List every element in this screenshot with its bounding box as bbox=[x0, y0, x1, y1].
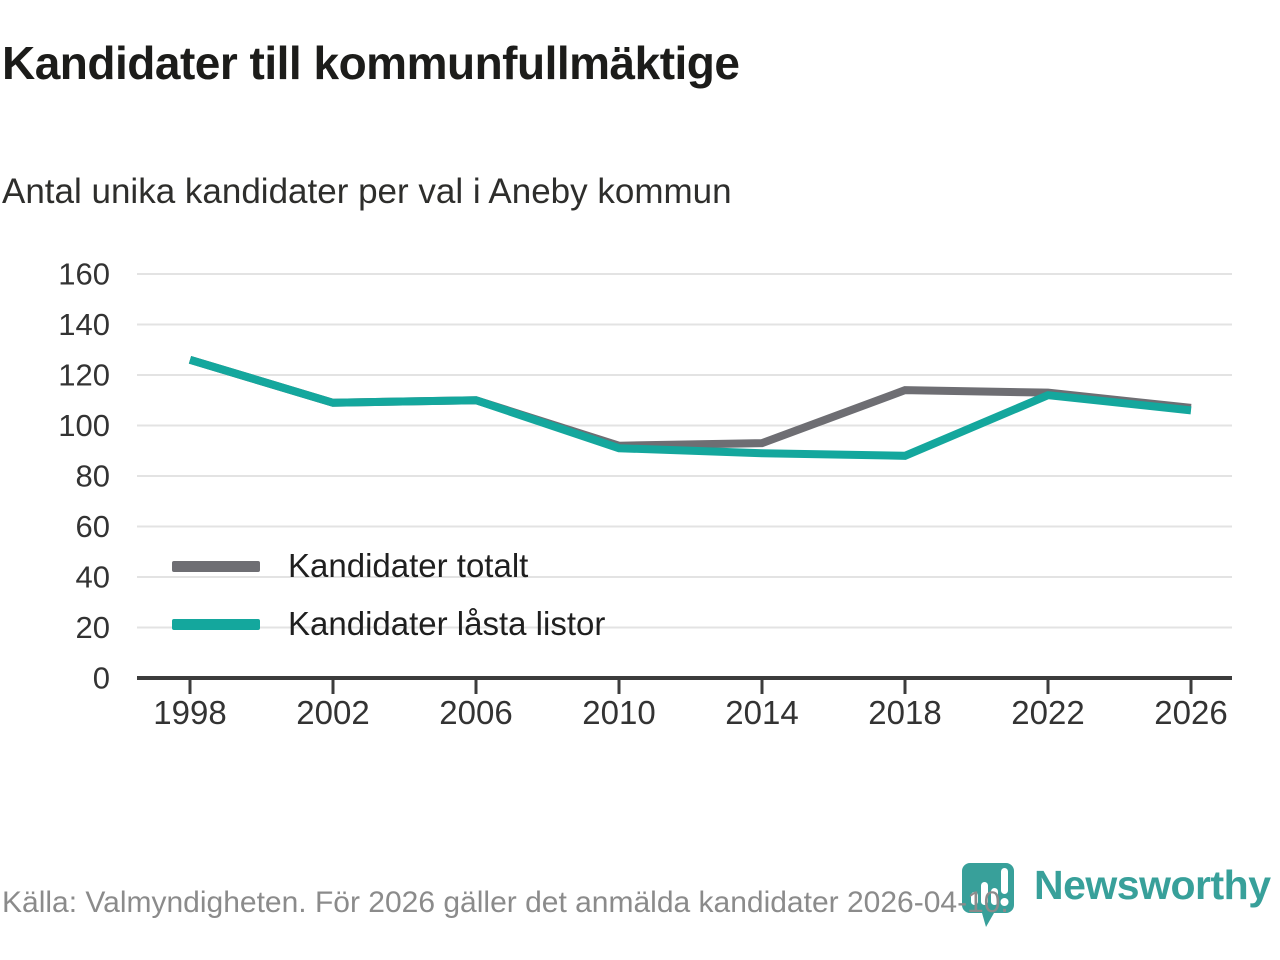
newsworthy-pin-barchart-icon bbox=[962, 863, 1014, 927]
x-axis-tick-label: 2018 bbox=[868, 694, 941, 731]
newsworthy-logo: Newsworthy bbox=[960, 860, 1271, 934]
y-axis-tick-label: 140 bbox=[58, 307, 110, 342]
y-axis-tick-label: 100 bbox=[58, 408, 110, 443]
series-line-1 bbox=[188, 356, 1192, 460]
legend-swatch-gray bbox=[172, 560, 260, 572]
y-axis-tick-label: 120 bbox=[58, 358, 110, 393]
x-axis-tick-label: 1998 bbox=[153, 694, 226, 731]
y-axis-tick-label: 20 bbox=[76, 610, 110, 645]
legend-item-total: Kandidater totalt bbox=[172, 537, 605, 595]
legend-label: Kandidater låsta listor bbox=[288, 605, 606, 642]
x-axis-tick-label: 2026 bbox=[1154, 694, 1227, 731]
newsworthy-logo-text: Newsworthy bbox=[1034, 862, 1271, 908]
x-axis-tick-label: 2006 bbox=[439, 694, 512, 731]
y-axis-tick-label: 160 bbox=[58, 257, 110, 292]
y-axis-tick-label: 0 bbox=[93, 661, 110, 696]
y-axis-tick-label: 80 bbox=[76, 459, 110, 494]
source-note: Källa: Valmyndigheten. För 2026 gäller d… bbox=[2, 886, 1009, 919]
y-axis-tick-label: 60 bbox=[76, 509, 110, 544]
chart-legend: Kandidater totalt Kandidater låsta listo… bbox=[172, 537, 605, 653]
x-axis-tick-label: 2022 bbox=[1011, 694, 1084, 731]
x-axis-tick-label: 2010 bbox=[582, 694, 655, 731]
legend-swatch-teal bbox=[172, 618, 260, 630]
y-axis-tick-label: 40 bbox=[76, 560, 110, 595]
legend-item-locked-lists: Kandidater låsta listor bbox=[172, 595, 605, 653]
x-axis-tick-label: 2002 bbox=[296, 694, 369, 731]
line-chart: 0 20 40 60 80 100 120 140 160 1998 2002 2006 2010 201… bbox=[0, 250, 1280, 790]
chart-subtitle: Antal unika kandidater per val i Aneby k… bbox=[2, 172, 732, 211]
page-title: Kandidater till kommunfullmäktige bbox=[2, 37, 740, 89]
line-chart-canvas: 0 20 40 60 80 100 120 140 160 1998 2002 2006 2010 201… bbox=[58, 257, 1232, 731]
x-axis-tick-label: 2014 bbox=[725, 694, 798, 731]
legend-label: Kandidater totalt bbox=[288, 547, 529, 584]
